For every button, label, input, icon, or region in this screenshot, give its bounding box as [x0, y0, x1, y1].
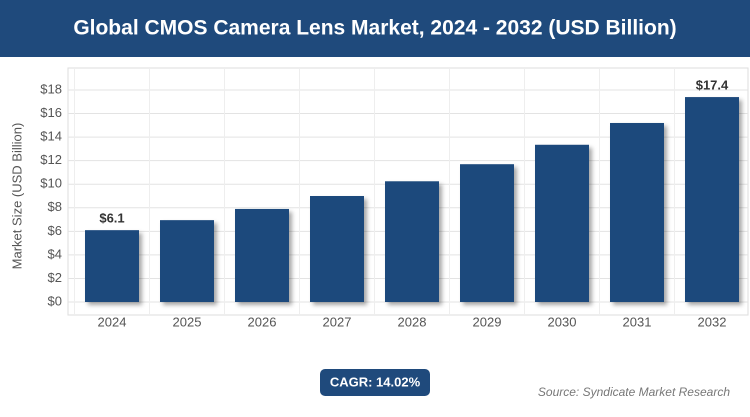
y-tick-label: $8: [48, 199, 62, 214]
y-tick-label: $16: [40, 105, 62, 120]
x-tick-label: 2028: [398, 314, 427, 329]
x-tick-label: 2025: [173, 314, 202, 329]
y-axis-label: Market Size (USD Billion): [9, 123, 24, 270]
y-tick-label: $10: [40, 176, 62, 191]
cagr-box: [320, 369, 430, 396]
x-tick-label: 2024: [98, 314, 127, 329]
y-tick-label: $4: [48, 246, 62, 261]
y-tick-label: $18: [40, 81, 62, 96]
y-tick-label: $0: [48, 293, 62, 308]
header-band: [0, 0, 750, 57]
value-label: $6.1: [99, 211, 124, 226]
bar: [685, 97, 739, 302]
x-tick-label: 2032: [698, 314, 727, 329]
bar: [235, 208, 289, 302]
x-tick-label: 2030: [548, 314, 577, 329]
bar: [310, 196, 364, 302]
x-tick-label: 2029: [473, 314, 502, 329]
value-label: $17.4: [696, 78, 729, 93]
bar: [85, 230, 139, 302]
y-tick-label: $12: [40, 152, 62, 167]
source-note: Source: Syndicate Market Research: [538, 385, 730, 399]
bar: [460, 164, 514, 302]
y-tick-label: $2: [48, 270, 62, 285]
bar: [160, 220, 214, 302]
x-tick-label: 2031: [623, 314, 652, 329]
y-tick-label: $14: [40, 129, 62, 144]
x-tick-label: 2026: [248, 314, 277, 329]
bar: [385, 181, 439, 302]
bar: [610, 122, 664, 302]
bar: [535, 144, 589, 302]
cagr-label: CAGR: 14.02%: [330, 374, 421, 389]
y-tick-label: $6: [48, 223, 62, 238]
chart-title: Global CMOS Camera Lens Market, 2024 - 2…: [73, 17, 676, 40]
x-tick-label: 2027: [323, 314, 352, 329]
